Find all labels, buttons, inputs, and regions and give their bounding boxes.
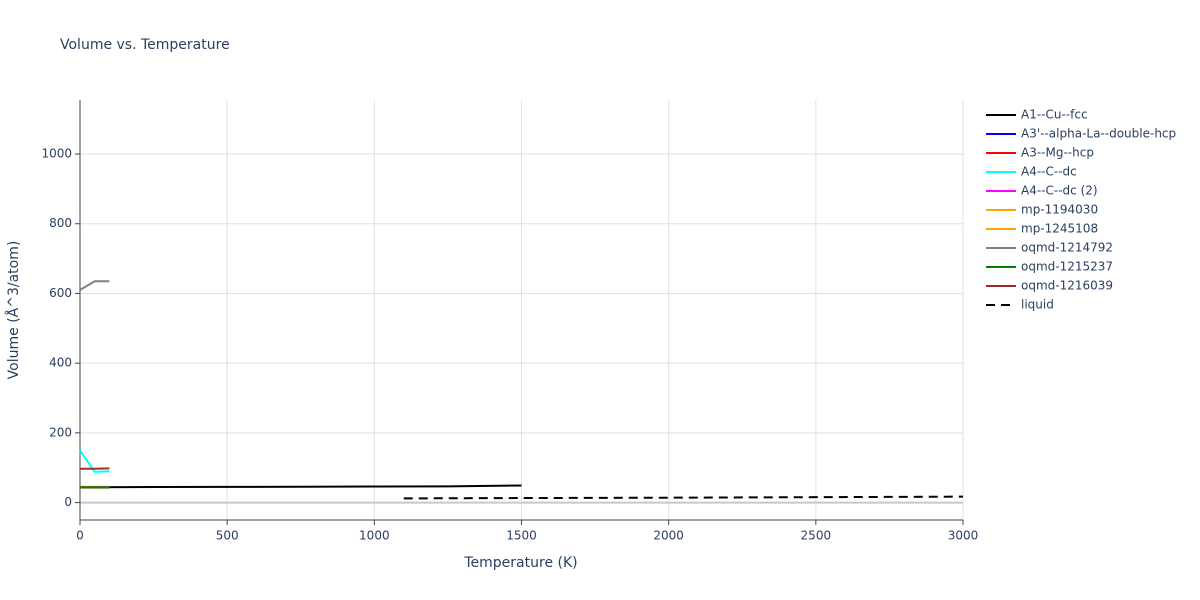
x-tick-label: 2500: [801, 529, 832, 543]
y-tick-label: 800: [49, 216, 72, 230]
legend-label: A4--C--dc: [1021, 165, 1077, 179]
legend-label: oqmd-1215237: [1021, 260, 1113, 274]
y-tick-label: 1000: [41, 147, 72, 161]
legend-label: A3--Mg--hcp: [1021, 146, 1094, 160]
x-axis-title: Temperature (K): [463, 555, 577, 571]
x-tick-label: 500: [216, 529, 239, 543]
legend-label: mp-1194030: [1021, 203, 1098, 217]
legend-label: oqmd-1214792: [1021, 241, 1113, 255]
x-tick-label: 1000: [359, 529, 390, 543]
y-tick-label: 200: [49, 425, 72, 439]
series-line: [79, 449, 110, 473]
x-tick-label: 1500: [506, 529, 537, 543]
legend-label: A3'--alpha-La--double-hcp: [1021, 127, 1176, 141]
legend-label: oqmd-1216039: [1021, 279, 1113, 293]
legend-label: A1--Cu--fcc: [1021, 108, 1088, 122]
legend-label: A4--C--dc (2): [1021, 184, 1098, 198]
y-axis-title: Volume (Å^3/atom): [5, 241, 22, 380]
x-tick-label: 2000: [653, 529, 684, 543]
series-line: [79, 484, 522, 489]
x-tick-label: 0: [76, 529, 84, 543]
legend-label: liquid: [1021, 298, 1054, 312]
y-tick-label: 400: [49, 356, 72, 370]
legend-label: mp-1245108: [1021, 222, 1098, 236]
y-tick-label: 0: [64, 495, 72, 509]
y-tick-label: 600: [49, 286, 72, 300]
series-line: [79, 280, 110, 291]
x-tick-label: 3000: [948, 529, 979, 543]
chart-title: Volume vs. Temperature: [60, 37, 230, 53]
series-line: [403, 495, 964, 500]
